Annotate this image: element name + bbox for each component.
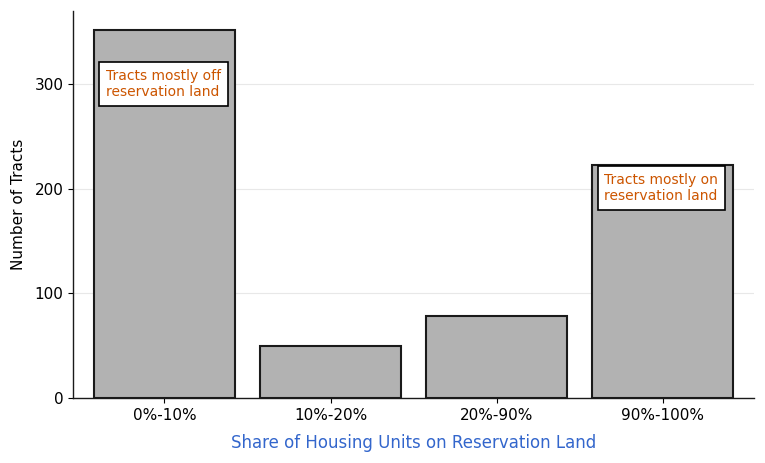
Bar — [426, 317, 567, 398]
Bar — [94, 30, 235, 398]
Y-axis label: Number of Tracts: Number of Tracts — [11, 139, 26, 270]
Text: Tracts mostly off
reservation land: Tracts mostly off reservation land — [106, 69, 222, 99]
Bar — [592, 165, 733, 398]
Bar — [260, 346, 401, 398]
Text: Tracts mostly on
reservation land: Tracts mostly on reservation land — [604, 173, 718, 203]
X-axis label: Share of Housing Units on Reservation Land: Share of Housing Units on Reservation La… — [231, 434, 596, 452]
